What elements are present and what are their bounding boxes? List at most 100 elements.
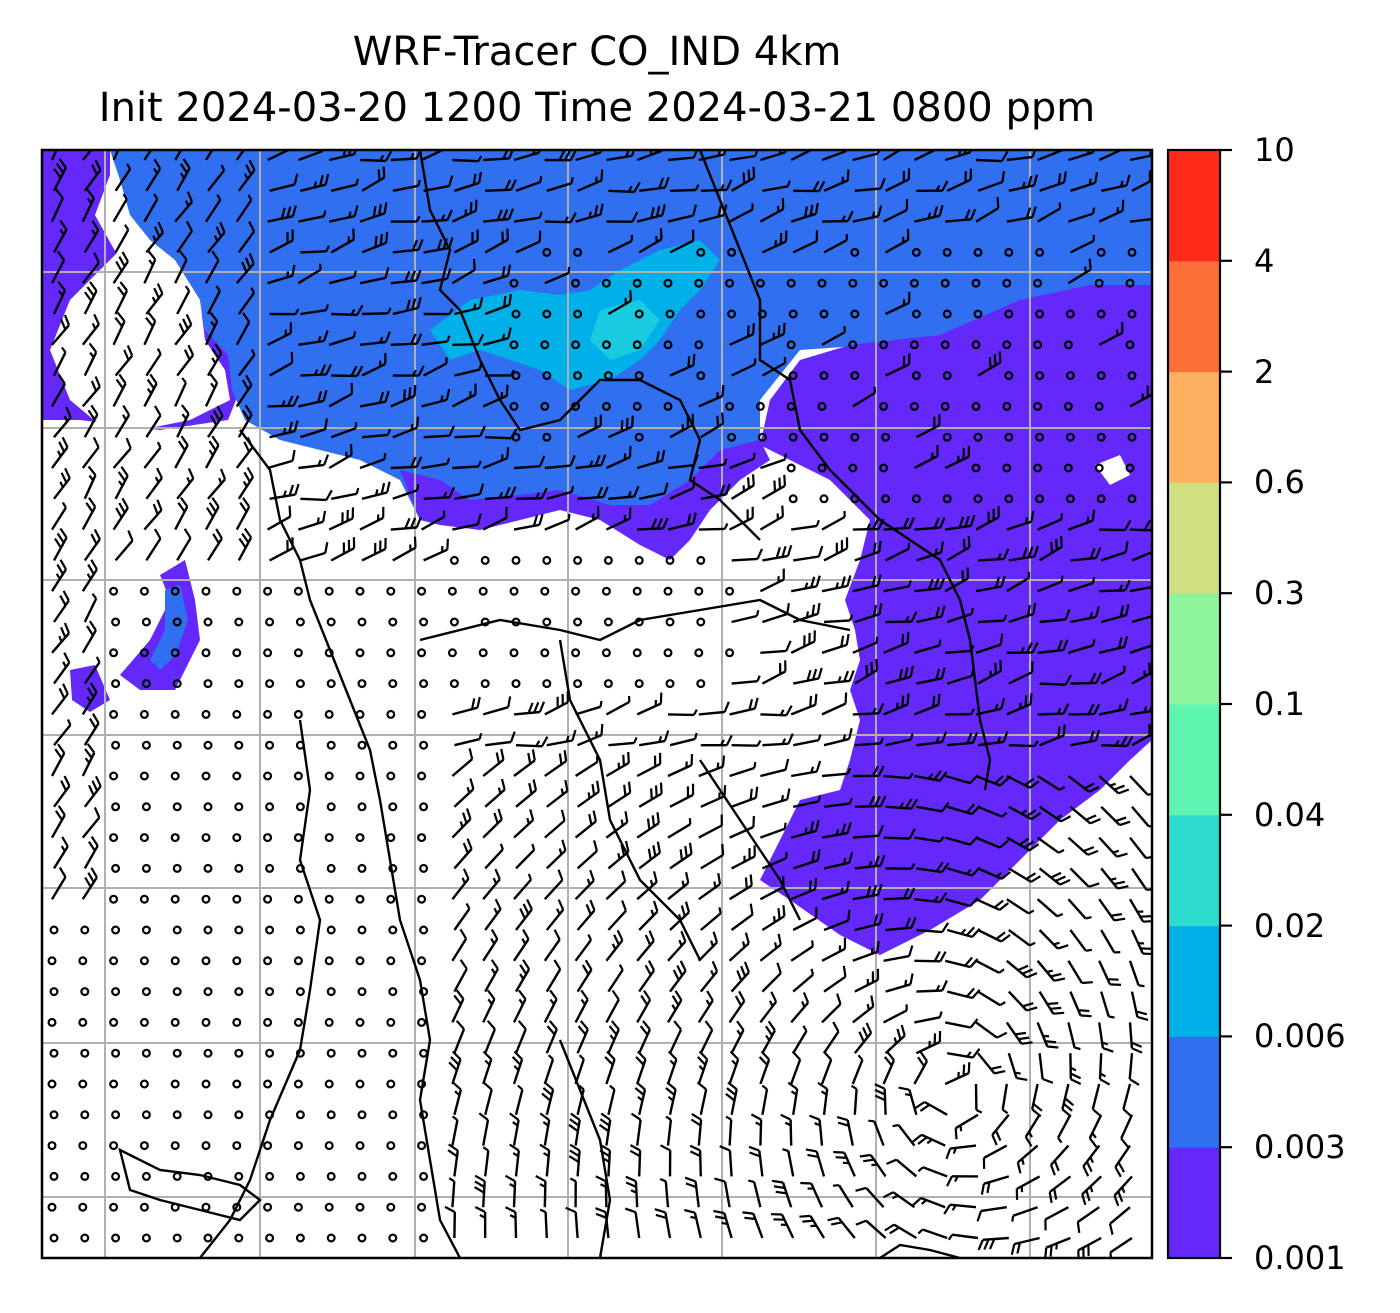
- wind-barb: [810, 1183, 824, 1208]
- wind-barb-feather: [1001, 811, 1008, 818]
- wind-barb: [885, 805, 912, 810]
- wind-barb-feather: [727, 1081, 738, 1091]
- wind-barb: [392, 426, 418, 439]
- wind-barb-feather: [870, 947, 874, 955]
- wind-barb-feather: [725, 734, 733, 746]
- wind-barb: [854, 864, 881, 870]
- calm-wind-circle: [203, 1048, 213, 1058]
- wind-barb: [482, 1119, 490, 1146]
- wind-barb: [883, 703, 909, 716]
- wind-barb-feather: [1047, 1002, 1059, 1006]
- wind-barb-feather: [405, 299, 411, 311]
- wind-barb-feather: [736, 1020, 745, 1031]
- wind-barb: [453, 239, 479, 254]
- wind-barb: [81, 752, 96, 777]
- wind-barb: [1036, 774, 1061, 791]
- wind-barb-feather: [570, 1112, 581, 1121]
- wind-barb-feather: [1014, 1071, 1021, 1075]
- wind-barb-feather: [878, 912, 884, 925]
- wind-barb-feather: [461, 812, 468, 824]
- wind-barb: [359, 516, 384, 531]
- wind-barb: [882, 150, 903, 162]
- wind-barb-feather: [91, 164, 98, 176]
- calm-wind-circle: [232, 1202, 242, 1212]
- wind-barb: [546, 182, 573, 192]
- wind-barb-feather: [538, 701, 546, 713]
- calm-wind-circle: [232, 1079, 242, 1089]
- wind-barb-feather: [187, 467, 195, 479]
- wind-barb-feather: [584, 959, 593, 971]
- wind-barb-feather: [459, 928, 468, 940]
- wind-barb: [174, 444, 189, 469]
- wind-barb-feather: [63, 652, 71, 664]
- calm-wind-circle: [419, 1171, 429, 1181]
- wind-barb: [328, 275, 355, 285]
- wind-barb-feather: [56, 532, 65, 544]
- wind-barb-feather: [1113, 880, 1126, 886]
- calm-wind-circle: [172, 1110, 182, 1120]
- wind-barb-feather: [603, 1157, 610, 1163]
- wind-barb-feather: [63, 775, 71, 787]
- wind-barb: [977, 361, 1002, 377]
- calm-wind-circle: [573, 617, 583, 627]
- wind-barb: [361, 176, 385, 192]
- wind-barb-feather: [571, 729, 577, 741]
- wind-barb: [204, 259, 220, 284]
- wind-barb-feather: [1001, 150, 1009, 162]
- wind-barb-feather: [1026, 642, 1033, 653]
- wind-barb-feather: [1042, 1034, 1050, 1038]
- wind-barb-feather: [472, 173, 477, 185]
- wind-barb-feather: [755, 1121, 762, 1127]
- wind-barb-feather: [462, 868, 470, 880]
- wind-barb: [545, 909, 565, 931]
- wind-barb-feather: [734, 995, 743, 1007]
- concentration-fill-patch-islet: [70, 665, 110, 712]
- wind-barb: [1070, 181, 1096, 192]
- wind-barb-feather: [600, 1112, 611, 1121]
- wind-barb: [664, 1181, 670, 1208]
- wind-barb-feather: [1030, 510, 1035, 522]
- wind-barb: [359, 340, 387, 346]
- wind-barb-feather: [553, 959, 562, 970]
- calm-wind-circle: [480, 555, 490, 565]
- wind-barb-feather: [59, 559, 67, 570]
- wind-barb: [1014, 1236, 1040, 1246]
- wind-barb: [1098, 898, 1116, 922]
- calm-wind-circle: [80, 1171, 90, 1181]
- calm-wind-circle: [447, 586, 457, 596]
- wind-barb-feather: [1022, 1002, 1034, 1008]
- wind-barb-feather: [629, 1144, 641, 1152]
- wind-barb-feather: [179, 163, 188, 174]
- wind-barb-feather: [1110, 913, 1123, 917]
- wind-barb-feather: [59, 527, 68, 539]
- wind-barb: [666, 1059, 678, 1085]
- wind-barb-feather: [577, 1025, 587, 1036]
- wind-barb-feather: [1085, 948, 1093, 952]
- wind-barb-feather: [629, 1149, 641, 1158]
- calm-wind-circle: [1063, 340, 1073, 350]
- calm-wind-circle: [634, 371, 644, 381]
- wind-barb-feather: [873, 604, 877, 616]
- wind-barb: [421, 277, 448, 285]
- wind-barb-feather: [723, 785, 727, 797]
- wind-barb-feather: [1085, 1189, 1091, 1202]
- wind-barb: [865, 1187, 885, 1209]
- wind-barb-feather: [847, 210, 854, 222]
- wind-barb-feather: [908, 772, 914, 779]
- calm-wind-circle: [355, 1141, 365, 1151]
- wind-barb-feather: [118, 480, 124, 487]
- wind-barb-feather: [620, 420, 624, 432]
- wind-barb-feather: [248, 159, 256, 171]
- wind-barb: [667, 940, 687, 962]
- wind-barb-feather: [861, 1026, 869, 1038]
- wind-barb-feather: [723, 523, 729, 530]
- wind-barb-feather: [964, 515, 970, 528]
- wind-barb: [112, 507, 129, 531]
- wind-barb-feather: [355, 487, 360, 495]
- wind-barb-feather: [513, 1065, 520, 1071]
- wind-barb: [176, 354, 195, 377]
- wind-barb-feather: [565, 735, 570, 742]
- wind-barb-feather: [1088, 882, 1100, 888]
- calm-wind-circle: [111, 740, 121, 750]
- wind-barb: [916, 551, 942, 562]
